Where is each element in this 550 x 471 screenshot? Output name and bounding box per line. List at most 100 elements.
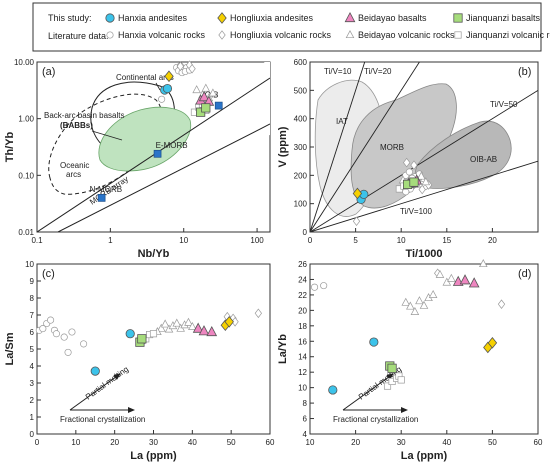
panel-d-point-beidayao-volcanic-rocks [428,289,438,298]
panel-c-partial-melting-arrow [69,373,121,411]
panel-a-point-beidayao-volcanic-rocks [201,83,211,92]
label-morb-field: MORB [380,143,404,152]
panel-d-point-beidayao-basalts [459,274,471,285]
legend: This study: Literature data: Hanxia ande… [32,2,550,52]
reference-point-n-morb [97,194,106,202]
panel-d-point-jianquanzi-volcanic-rocks [383,382,392,390]
panel-a-point-hongliuxia-volcanic-rocks [176,61,185,72]
ratio-line-100 [310,160,538,232]
panel-b-xtick-label: 10 [397,236,406,245]
legend-label-hongliuxia-volcanic-rocks: Hongliuxia volcanic rocks [230,30,332,40]
panel-d-point-hanxia-andesites [369,337,379,347]
panel-d-xtick-label: 10 [306,438,315,447]
panel-d-point-hanxia-volcanic-rocks [311,283,319,291]
ratio-line-10 [310,62,366,232]
panel-c-xtick-label: 0 [35,438,40,447]
panel-b-point-hongliuxia-volcanic-rocks [352,216,361,227]
panel-d-ytick-label: 6 [303,415,308,424]
panel-d-point-beidayao-volcanic-rocks [419,300,429,309]
continental-arcs-pointer [155,82,161,91]
panel-d-letter: (d) [518,268,531,280]
panel-d-point-hanxia-volcanic-rocks [320,282,328,290]
legend-marker-hongliuxia-andesites [217,12,227,24]
ratio-line-50 [310,89,538,232]
legend-marker-beidayao-volcanic-rocks [345,30,355,39]
panel-c-point-hanxia-volcanic-rocks [80,340,88,348]
reference-point-oib [214,101,223,110]
label-oib-ab-field: OIB-AB [470,155,497,164]
legend-label-hanxia-andesites: Hanxia andesites [118,13,188,23]
panel-c-point-hongliuxia-andesites [224,315,234,328]
panel-b-point-beidayao-volcanic-rocks [421,177,431,186]
panel-c-point-hanxia-volcanic-rocks [52,330,60,338]
panel-c-ytick-label: 9 [30,277,35,286]
panel-d-point-beidayao-volcanic-rocks [410,306,420,315]
panel-c-point-hanxia-volcanic-rocks [68,328,76,336]
panel-a-xlabel: Nb/Yb [138,248,170,260]
legend-label-hanxia-volcanic-rocks: Hanxia volcanic rocks [118,30,206,40]
panel-d-ytick-label: 16 [298,337,307,346]
label-ratio-50: Ti/V=50 [490,100,518,109]
panel-b-ytick-label: 100 [294,200,308,209]
panel-c-point-hanxia-volcanic-rocks [64,348,72,356]
legend-label-jianquanzi-volcanic-rocks: Jianquanzi volcanic rocks [466,30,550,40]
panel-d-point-beidayao-volcanic-rocks [442,277,452,286]
panel-d-xtick-label: 30 [397,438,406,447]
panel-c-ytick-label: 3 [30,379,35,388]
panel-c-point-hongliuxia-volcanic-rocks [254,308,262,319]
panel-d-label-fractional: Fractional crystallization [333,415,418,424]
panel-d-xlabel: La (ppm) [401,450,448,462]
panel-b-fields [310,62,538,232]
legend-literature-label: Literature data: [48,31,109,41]
panel-c-xlabel: La (ppm) [130,450,177,462]
panel-d-partial-melting-arrow [342,373,394,411]
panel-d-ytick-label: 26 [298,260,307,269]
morb-array-upper [37,77,270,232]
panel-a-xtick-label: 100 [250,236,264,245]
panel-d-ytick-label: 4 [303,430,308,439]
panel-d-ytick-label: 8 [303,399,308,408]
panel-c-ylabel: La/Sm [4,332,16,365]
panel-a-ytick-label: 0.01 [18,228,34,237]
legend-marker-beidayao-basalts [344,11,356,23]
panel-c-point-hanxia-andesites [90,366,100,376]
panel-b-ytick-label: 200 [294,171,308,180]
panel-d-point-beidayao-basalts [468,277,480,288]
panel-d-ytick-label: 10 [298,384,307,393]
panel-a-point-beidayao-volcanic-rocks [192,85,201,94]
panel-d-xtick-label: 50 [488,438,497,447]
panel-d-xtick-label: 40 [442,438,451,447]
label-arcs: arcs [66,170,81,179]
panel-c-point-hanxia-volcanic-rocks [47,316,55,324]
panel-b-ytick-label: 0 [303,228,308,237]
panel-c-letter: (c) [42,268,55,280]
ratio-line-20 [310,62,420,232]
label-nmorb: N-MORB [90,185,122,194]
panel-d-point-hongliuxia-volcanic-rocks [497,299,506,309]
panel-c-ytick-label: 5 [30,345,35,354]
label-continental-arcs: Continental arcs [116,73,174,82]
panel-a-xtick-label: 10 [179,236,188,245]
legend-marker-hanxia-volcanic-rocks [106,31,114,39]
label-iat-field: IAT [336,117,348,126]
panel-a-point-beidayao-basalts [198,91,210,102]
panel-c-point-jianquanzi-volcanic-rocks [149,330,158,338]
panel-d-point-beidayao-volcanic-rocks [447,273,456,282]
panel-c-ytick-label: 7 [30,311,35,320]
panel-c-xtick-label: 50 [227,438,236,447]
label-ratio-20: Ti/V=20 [364,67,392,76]
panel-b-xtick-label: 0 [308,236,313,245]
panel-c-xtick-label: 40 [188,438,197,447]
label-ratio-100: Ti/V=100 [400,207,432,216]
panel-c-ytick-label: 4 [30,362,35,371]
legend-label-hongliuxia-andesites: Hongliuxia andesites [230,13,314,23]
panel-b-ytick-label: 400 [294,115,308,124]
panel-a-fields [37,62,270,232]
legend-this-study-label: This study: [48,13,92,23]
panel-d-point-jianquanzi-basalts [387,363,397,373]
panel-b-letter: (b) [518,66,531,78]
panel-a-point-beidayao-volcanic-rocks [208,88,218,97]
panel-d-point-hongliuxia-andesites [487,336,498,349]
panel-a-letter: (a) [42,66,55,78]
panel-c-ytick-label: 6 [30,328,35,337]
